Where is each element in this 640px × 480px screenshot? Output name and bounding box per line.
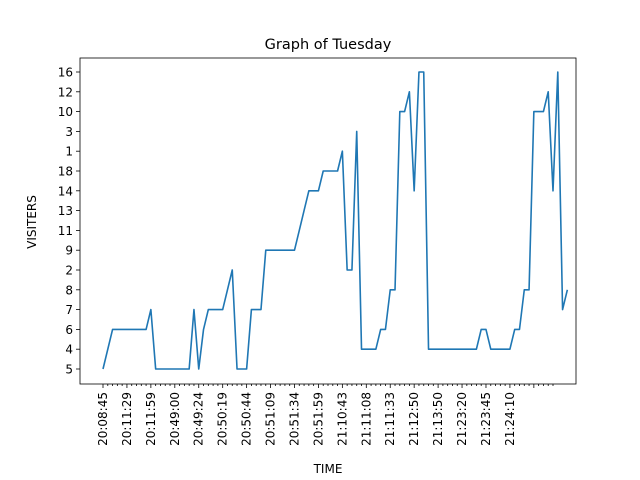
x-tick-label: 20:51:59 — [311, 392, 325, 446]
x-tick-label: 20:08:45 — [96, 392, 110, 446]
y-tick-label: 9 — [65, 244, 73, 258]
x-tick-label: 20:11:59 — [144, 392, 158, 446]
plot-lines — [102, 71, 569, 370]
series-line — [102, 71, 569, 370]
y-tick-label: 3 — [65, 125, 73, 139]
y-tick-label: 11 — [58, 224, 73, 238]
x-tick-label: 20:11:29 — [120, 392, 134, 446]
y-tick-label: 7 — [65, 303, 73, 317]
plot-frame — [79, 57, 577, 385]
x-tick-label: 20:49:24 — [192, 392, 206, 446]
y-tick-label: 14 — [58, 184, 73, 198]
x-tick-label: 21:12:50 — [407, 392, 421, 446]
x-tick-label: 21:24:10 — [503, 392, 517, 446]
chart-title: Graph of Tuesday — [265, 37, 392, 53]
x-tick-label: 20:51:09 — [264, 392, 278, 446]
y-tick-label: 10 — [58, 105, 73, 119]
y-tick-label: 1 — [65, 145, 73, 159]
x-tick-label: 21:13:50 — [431, 392, 445, 446]
x-tick-label: 21:23:45 — [479, 392, 493, 446]
x-tick-label: 21:11:08 — [359, 392, 373, 446]
y-tick-label: 2 — [65, 264, 73, 278]
x-tick-label: 21:10:43 — [335, 392, 349, 446]
y-tick-label: 18 — [58, 165, 73, 179]
y-tick-label: 6 — [65, 323, 73, 337]
x-tick-label: 20:51:34 — [287, 392, 301, 446]
x-tick-label: 20:50:19 — [216, 392, 230, 446]
y-tick-label: 13 — [58, 204, 73, 218]
x-tick-label: 20:49:00 — [168, 392, 182, 446]
x-tick-label: 20:50:44 — [240, 392, 254, 446]
x-ticks: 20:08:45 20:11:29 20:11:59 20:49:00 20:49:24… — [96, 384, 554, 446]
x-tick-label: 21:11:33 — [383, 392, 397, 446]
y-tick-label: 4 — [65, 343, 73, 357]
y-tick-label: 8 — [65, 283, 73, 297]
x-axis-label: TIME — [313, 462, 343, 476]
y-tick-label: 12 — [58, 85, 73, 99]
x-tick-label: 21:23:20 — [455, 392, 469, 446]
y-tick-label: 5 — [65, 363, 73, 377]
y-axis-label: VISITERS — [25, 195, 39, 249]
y-tick-label: 16 — [58, 66, 73, 80]
